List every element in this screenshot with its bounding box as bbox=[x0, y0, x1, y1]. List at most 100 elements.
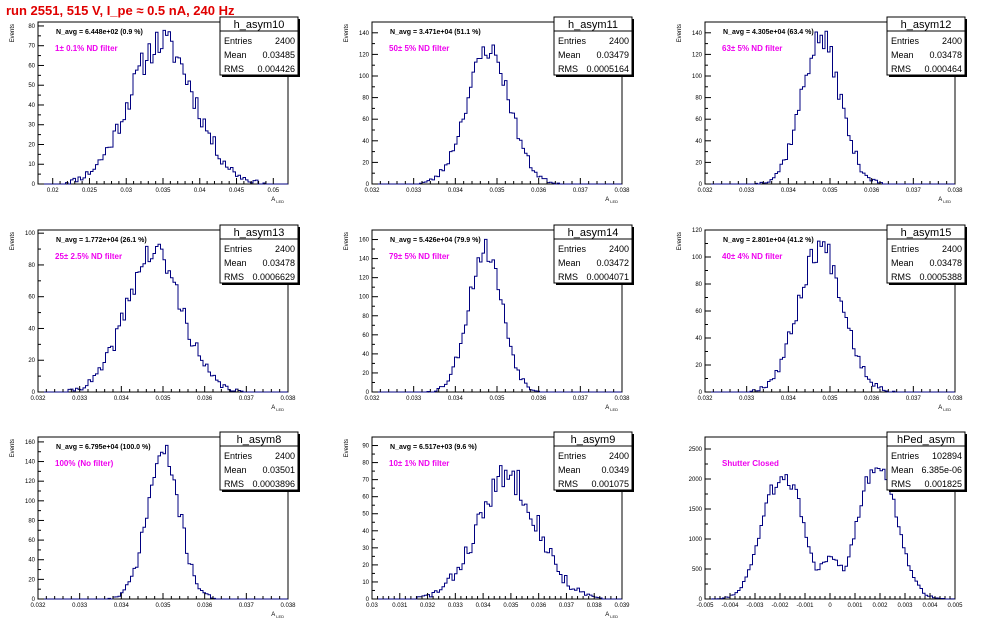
y-tick-label: 60 bbox=[362, 333, 369, 339]
y-tick-label: 20 bbox=[28, 358, 35, 364]
x-tick-label: 0.003 bbox=[897, 603, 913, 609]
x-tick-label: 0.036 bbox=[531, 603, 547, 609]
histogram-line bbox=[705, 240, 955, 393]
y-tick-label: 50 bbox=[28, 83, 35, 89]
stats-label: RMS bbox=[558, 479, 578, 489]
stats-value: 0.001075 bbox=[591, 479, 629, 489]
x-tick-label: 0.033 bbox=[448, 603, 464, 609]
navg-label: N_avg = 5.426e+04 (79.9 %) bbox=[390, 237, 481, 244]
histogram-panel-h_asym11: 0.032 0.033 0.034 0.035 0.036 0.037 0.038 0 20 40… bbox=[344, 16, 634, 204]
stats-box: h_asym11 Entries 2400 Mean 0.03479 RMS 0.00051… bbox=[553, 16, 634, 77]
stats-label: RMS bbox=[558, 64, 578, 74]
histogram-name: h_asym11 bbox=[568, 19, 618, 31]
navg-label: N_avg = 4.305e+04 (63.4 %) bbox=[723, 29, 814, 36]
filter-label: 63± 5% ND filter bbox=[722, 44, 782, 53]
x-tick-label: 0.038 bbox=[947, 188, 963, 194]
histogram-panel-h_asym10: 0.02 0.025 0.03 0.035 0.04 0.045 0.05 0 10 20 30 40… bbox=[10, 16, 300, 204]
stats-value: 0.03501 bbox=[262, 465, 295, 475]
y-tick-label: 20 bbox=[28, 577, 35, 583]
stats-box-frame bbox=[886, 224, 966, 284]
y-axis-title: Events bbox=[10, 24, 16, 42]
x-axis-title: ALED bbox=[605, 405, 618, 412]
stats-box-frame bbox=[219, 224, 299, 284]
stats-box: h_asym15 Entries 2400 Mean 0.03478 RMS 0.00053… bbox=[886, 224, 967, 285]
x-tick-label: 0.038 bbox=[280, 396, 296, 402]
filter-label: 50± 5% ND filter bbox=[389, 44, 449, 53]
x-tick-label: 0.037 bbox=[573, 396, 589, 402]
y-tick-label: 1500 bbox=[689, 507, 703, 513]
stats-label: RMS bbox=[224, 479, 244, 489]
filter-label: 40± 4% ND filter bbox=[722, 252, 782, 261]
stats-label: RMS bbox=[891, 479, 911, 489]
y-tick-label: 40 bbox=[28, 103, 35, 109]
y-tick-label: 60 bbox=[28, 63, 35, 69]
histogram-line bbox=[705, 467, 956, 600]
stats-label: Entries bbox=[891, 36, 920, 46]
x-tick-label: 0.033 bbox=[72, 396, 88, 402]
stats-box: h_asym13 Entries 2400 Mean 0.03478 RMS 0.00066… bbox=[219, 224, 300, 285]
y-tick-label: 20 bbox=[362, 563, 369, 569]
x-tick-label: 0.038 bbox=[587, 603, 603, 609]
x-tick-label: 0.03 bbox=[120, 188, 132, 194]
y-tick-label: 30 bbox=[362, 546, 369, 552]
y-tick-label: 1000 bbox=[689, 537, 703, 543]
x-tick-label: 0.036 bbox=[864, 396, 880, 402]
y-tick-label: 20 bbox=[362, 160, 369, 166]
y-tick-label: 100 bbox=[359, 295, 370, 301]
plot-frame bbox=[371, 436, 623, 600]
stats-box-frame bbox=[886, 431, 966, 491]
x-tick-label: 0.034 bbox=[448, 188, 464, 194]
stats-label: Mean bbox=[891, 50, 914, 60]
y-tick-label: 70 bbox=[362, 478, 369, 484]
histogram-name: h_asym10 bbox=[234, 19, 285, 31]
x-tick-label: 0.032 bbox=[364, 188, 380, 194]
x-tick-label: 0.004 bbox=[922, 603, 938, 609]
stats-value: 0.03485 bbox=[262, 50, 295, 60]
x-tick-label: 0.033 bbox=[406, 188, 422, 194]
stats-label: Mean bbox=[891, 258, 914, 268]
y-tick-label: 40 bbox=[362, 352, 369, 358]
navg-label: N_avg = 1.772e+04 (26.1 %) bbox=[56, 237, 147, 244]
y-tick-label: 60 bbox=[695, 309, 702, 315]
stats-value: 2400 bbox=[609, 451, 629, 461]
x-tick-label: 0.034 bbox=[476, 603, 492, 609]
x-tick-label: 0.032 bbox=[364, 396, 380, 402]
y-axis-title: Events bbox=[344, 24, 350, 42]
x-tick-label: 0.031 bbox=[392, 603, 408, 609]
stats-value: 2400 bbox=[942, 36, 962, 46]
y-tick-label: 160 bbox=[25, 440, 36, 446]
navg-label: N_avg = 6.448e+02 (0.9 %) bbox=[56, 29, 143, 36]
stats-label: Entries bbox=[224, 36, 253, 46]
x-tick-label: -0.002 bbox=[771, 603, 789, 609]
x-axis-title: ALED bbox=[938, 405, 951, 412]
x-tick-label: 0.035 bbox=[822, 396, 838, 402]
y-tick-label: 0 bbox=[699, 390, 703, 396]
filter-label: 1± 0.1% ND filter bbox=[55, 44, 118, 53]
stats-label: RMS bbox=[558, 272, 578, 282]
y-axis-title: Events bbox=[344, 232, 350, 250]
y-tick-label: 20 bbox=[695, 160, 702, 166]
y-tick-label: 80 bbox=[28, 263, 35, 269]
y-tick-label: 0 bbox=[366, 390, 370, 396]
stats-label: Entries bbox=[558, 244, 587, 254]
stats-label: Entries bbox=[224, 244, 253, 254]
stats-label: Entries bbox=[891, 451, 920, 461]
stats-value: 2400 bbox=[942, 244, 962, 254]
x-tick-label: 0.02 bbox=[47, 188, 59, 194]
stats-box: h_asym9 Entries 2400 Mean 0.0349 RMS 0.001075 bbox=[553, 431, 634, 492]
x-tick-label: 0.038 bbox=[947, 396, 963, 402]
histogram-panel-h_asym13: 0.032 0.033 0.034 0.035 0.036 0.037 0.038 0 20 40… bbox=[10, 224, 300, 412]
y-tick-label: 50 bbox=[362, 512, 369, 518]
x-tick-label: 0.036 bbox=[197, 603, 213, 609]
histogram-line bbox=[372, 465, 622, 600]
x-tick-label: 0.037 bbox=[573, 188, 589, 194]
x-tick-label: 0.033 bbox=[739, 188, 755, 194]
y-tick-label: 0 bbox=[32, 182, 36, 188]
stats-value: 0.03479 bbox=[596, 50, 629, 60]
filter-label: 100% (No filter) bbox=[55, 459, 114, 468]
x-axis-title: ALED bbox=[271, 197, 284, 204]
stats-label: Entries bbox=[558, 451, 587, 461]
stats-label: Mean bbox=[224, 258, 247, 268]
x-tick-label: 0.039 bbox=[614, 603, 630, 609]
y-tick-label: 80 bbox=[695, 282, 702, 288]
